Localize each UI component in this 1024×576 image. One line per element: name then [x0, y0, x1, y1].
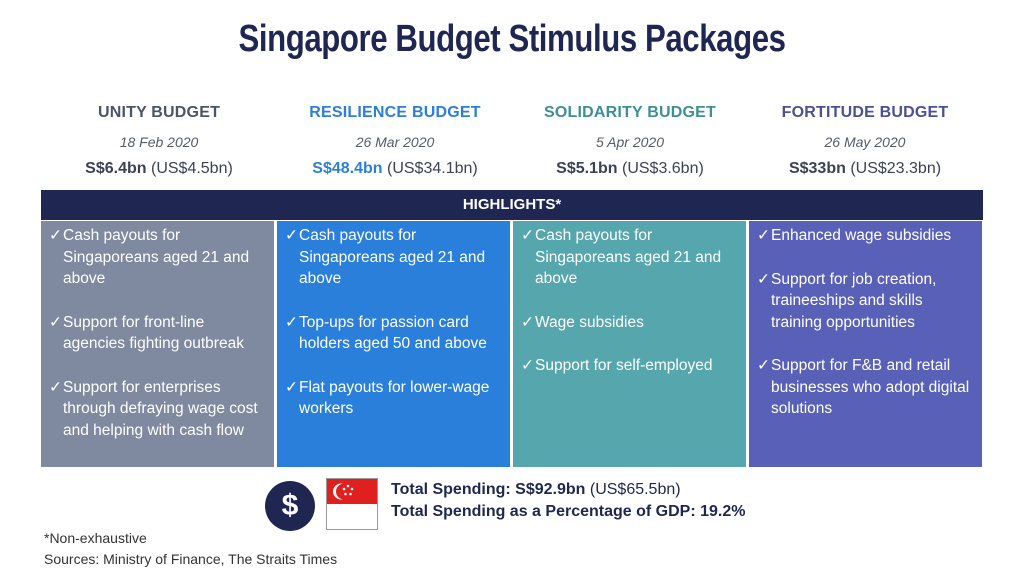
- amount-usd: (US$3.6bn): [621, 160, 704, 177]
- budget-header-unity: UNITY BUDGET 18 Feb 2020 S$6.4bn (US$4.5…: [42, 104, 276, 178]
- item-text: Wage subsidies: [535, 313, 644, 331]
- check-icon: ✓: [521, 357, 534, 374]
- gdp-line: Total Spending as a Percentage of GDP: 1…: [391, 503, 811, 525]
- budget-amount: S$5.1bn (US$3.6bn): [513, 160, 747, 178]
- check-icon: ✓: [49, 227, 62, 244]
- item-text: Flat payouts for lower-wage workers: [299, 378, 490, 418]
- amount-sgd: S$33bn: [788, 160, 846, 177]
- check-icon: ✓: [521, 227, 534, 244]
- total-spending-line: Total Spending: S$92.9bn (US$65.5bn): [391, 481, 811, 503]
- list-item: ✓ Flat payouts for lower-wage workers: [285, 377, 502, 420]
- list-item: ✓ Support for enterprises through defrayi…: [49, 377, 266, 442]
- item-text: Enhanced wage subsidies: [771, 227, 952, 244]
- budget-header-resilience: RESILIENCE BUDGET 26 Mar 2020 S$48.4bn (…: [278, 104, 512, 178]
- amount-sgd: S$5.1bn: [556, 160, 618, 177]
- item-text: Cash payouts for Singaporeans aged 21 an…: [535, 227, 722, 287]
- budget-date: 18 Feb 2020: [119, 134, 199, 150]
- check-icon: ✓: [49, 378, 62, 396]
- check-icon: ✓: [757, 227, 770, 244]
- list-item: ✓ Support for job creation, traineeships …: [757, 269, 974, 334]
- dollar-coin-icon: $: [265, 481, 315, 531]
- item-text: Cash payouts for Singaporeans aged 21 an…: [299, 227, 486, 287]
- amount-sgd: S$48.4bn: [312, 160, 383, 177]
- list-item: ✓ Cash payouts for Singaporeans aged 21 a…: [49, 225, 266, 290]
- budget-name: SOLIDARITY BUDGET: [543, 104, 716, 121]
- budget-name: RESILIENCE BUDGET: [309, 104, 481, 121]
- budget-amount: S$6.4bn (US$4.5bn): [42, 160, 276, 178]
- panel-fortitude: ✓ Enhanced wage subsidies ✓ Support for jo…: [749, 221, 982, 467]
- total-text: Total Spending: S$92.9bn (US$65.5bn) Tot…: [391, 481, 811, 525]
- list-item: ✓ Cash payouts for Singaporeans aged 21 a…: [285, 225, 502, 290]
- panel-unity: ✓ Cash payouts for Singaporeans aged 21 a…: [41, 221, 274, 467]
- amount-usd: (US$4.5bn): [150, 160, 233, 177]
- budget-date: 26 May 2020: [824, 134, 906, 150]
- budget-amount: S$33bn (US$23.3bn): [748, 160, 982, 178]
- budget-name: FORTITUDE BUDGET: [781, 104, 949, 121]
- budget-date: 5 Apr 2020: [596, 134, 664, 150]
- sources: Sources: Ministry of Finance, The Strait…: [44, 551, 338, 567]
- amount-usd: (US$34.1bn): [387, 160, 478, 177]
- budget-date: 26 Mar 2020: [355, 134, 435, 150]
- check-icon: ✓: [49, 313, 62, 331]
- gdp-value: 19.2%: [700, 503, 746, 520]
- amount-usd: (US$23.3bn): [850, 160, 942, 177]
- list-item: ✓ Support for self-employed: [521, 355, 738, 377]
- check-icon: ✓: [285, 378, 298, 396]
- check-icon: ✓: [757, 270, 770, 288]
- item-text: Support for job creation, traineeships a…: [771, 270, 937, 331]
- budget-header-solidarity: SOLIDARITY BUDGET 5 Apr 2020 S$5.1bn (US…: [513, 104, 747, 178]
- list-item: ✓ Enhanced wage subsidies: [757, 225, 974, 247]
- item-text: Cash payouts for Singaporeans aged 21 an…: [63, 227, 250, 287]
- page-title: Singapore Budget Stimulus Packages: [238, 18, 786, 60]
- total-spending-label: Total Spending:: [391, 481, 511, 498]
- budget-name: UNITY BUDGET: [97, 104, 221, 121]
- panel-solidarity: ✓ Cash payouts for Singaporeans aged 21 a…: [513, 221, 746, 467]
- item-text: Support for front-line agencies fighting…: [63, 313, 244, 353]
- amount-sgd: S$6.4bn: [85, 160, 147, 177]
- budget-amount: S$48.4bn (US$34.1bn): [278, 160, 512, 178]
- singapore-flag-icon: [326, 478, 378, 530]
- panel-resilience: ✓ Cash payouts for Singaporeans aged 21 a…: [277, 221, 510, 467]
- list-item: ✓ Support for F&B and retail businesses w…: [757, 355, 974, 420]
- list-item: ✓ Wage subsidies: [521, 312, 738, 334]
- footnote: *Non-exhaustive: [44, 530, 147, 546]
- gdp-label: Total Spending as a Percentage of GDP:: [391, 503, 696, 520]
- check-icon: ✓: [285, 227, 298, 244]
- list-item: ✓ Support for front-line agencies fightin…: [49, 312, 266, 355]
- check-icon: ✓: [285, 313, 298, 331]
- highlights-bar: HIGHLIGHTS*: [41, 190, 983, 220]
- list-item: ✓ Cash payouts for Singaporeans aged 21 a…: [521, 225, 738, 290]
- budget-header-fortitude: FORTITUDE BUDGET 26 May 2020 S$33bn (US$…: [748, 104, 982, 178]
- item-text: Top-ups for passion card holders aged 50…: [299, 313, 487, 353]
- check-icon: ✓: [521, 313, 534, 331]
- item-text: Support for F&B and retail businesses wh…: [771, 357, 970, 417]
- item-text: Support for self-employed: [535, 357, 713, 374]
- check-icon: ✓: [757, 357, 770, 374]
- total-spending-usd: (US$65.5bn): [589, 481, 681, 498]
- item-text: Support for enterprises through defrayin…: [63, 378, 258, 439]
- list-item: ✓ Top-ups for passion card holders aged 5…: [285, 312, 502, 355]
- total-spending-sgd: S$92.9bn: [515, 481, 586, 498]
